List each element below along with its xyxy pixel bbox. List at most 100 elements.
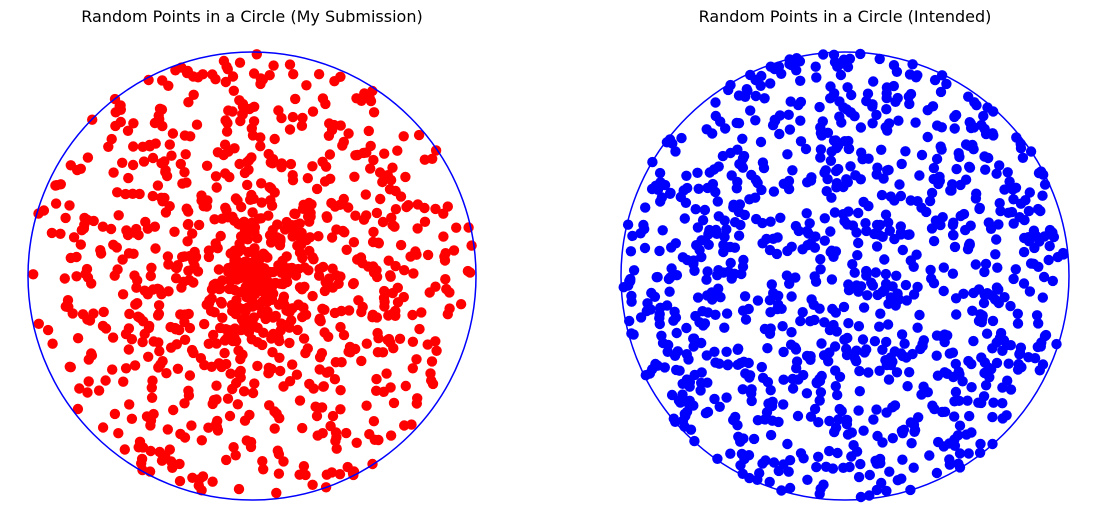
scatter-point bbox=[284, 124, 296, 135]
scatter-point bbox=[290, 208, 301, 220]
scatter-point bbox=[296, 120, 308, 131]
scatter-point bbox=[276, 318, 287, 329]
scatter-point bbox=[201, 160, 213, 171]
scatter-point bbox=[350, 150, 361, 161]
scatter-point bbox=[936, 122, 947, 133]
scatter-point bbox=[855, 458, 866, 470]
boundary-circle bbox=[27, 51, 477, 501]
scatter-point bbox=[249, 101, 260, 113]
scatter-point bbox=[706, 287, 717, 298]
scatter-point bbox=[350, 210, 361, 221]
scatter-point bbox=[297, 112, 308, 124]
scatter-point bbox=[278, 381, 289, 392]
scatter-point bbox=[622, 219, 634, 230]
scatter-point bbox=[179, 167, 190, 178]
scatter-point bbox=[321, 469, 332, 480]
scatter-point bbox=[676, 132, 687, 144]
scatter-point bbox=[122, 229, 134, 241]
scatter-point bbox=[893, 294, 905, 305]
scatter-point bbox=[296, 284, 308, 295]
scatter-point bbox=[203, 338, 214, 349]
scatter-point bbox=[640, 202, 651, 213]
scatter-point bbox=[937, 406, 948, 418]
scatter-point bbox=[363, 261, 374, 272]
scatter-point bbox=[897, 454, 908, 465]
scatter-point bbox=[991, 282, 1003, 293]
scatter-point bbox=[264, 400, 275, 411]
scatter-point bbox=[707, 128, 718, 139]
scatter-point bbox=[233, 483, 245, 495]
scatter-point bbox=[221, 358, 232, 370]
scatter-point bbox=[739, 209, 750, 221]
scatter-point bbox=[329, 307, 341, 319]
scatter-point bbox=[908, 289, 920, 300]
scatter-point bbox=[926, 223, 938, 234]
scatter-point bbox=[904, 367, 915, 378]
scatter-point bbox=[117, 254, 128, 265]
scatter-point bbox=[1058, 249, 1069, 260]
scatter-point bbox=[294, 218, 305, 229]
scatter-point bbox=[67, 308, 78, 319]
scatter-point bbox=[184, 250, 195, 262]
scatter-series bbox=[618, 48, 1069, 503]
scatter-point bbox=[268, 60, 279, 71]
scatter-point bbox=[234, 219, 245, 230]
scatter-point bbox=[1037, 190, 1048, 201]
scatter-point bbox=[861, 225, 872, 237]
scatter-point bbox=[806, 172, 817, 183]
scatter-point bbox=[440, 248, 451, 259]
scatter-point bbox=[949, 123, 960, 134]
scatter-point bbox=[844, 53, 856, 64]
scatter-point bbox=[1034, 236, 1045, 247]
scatter-point bbox=[819, 213, 830, 224]
scatter-point bbox=[830, 307, 841, 318]
scatter-point bbox=[235, 231, 247, 242]
scatter-point bbox=[681, 170, 692, 181]
scatter-point bbox=[235, 286, 246, 298]
scatter-point bbox=[1006, 206, 1018, 218]
scatter-point bbox=[898, 424, 910, 435]
scatter-point bbox=[167, 128, 179, 139]
scatter-point bbox=[130, 299, 141, 310]
scatter-point bbox=[994, 332, 1006, 344]
scatter-point bbox=[879, 254, 890, 265]
scatter-point bbox=[221, 126, 233, 137]
scatter-point bbox=[154, 346, 165, 357]
scatter-point bbox=[153, 308, 165, 320]
scatter-point bbox=[674, 365, 685, 376]
scatter-point bbox=[733, 90, 745, 101]
scatter-point bbox=[150, 138, 161, 149]
scatter-point bbox=[951, 163, 962, 175]
scatter-point bbox=[215, 322, 226, 334]
scatter-point bbox=[1028, 225, 1040, 236]
scatter-point bbox=[1018, 246, 1030, 258]
scatter-point bbox=[455, 299, 467, 310]
scatter-point bbox=[980, 164, 991, 175]
scatter-point bbox=[889, 233, 900, 245]
scatter-point bbox=[922, 105, 933, 116]
scatter-point bbox=[732, 359, 743, 370]
scatter-point bbox=[120, 363, 132, 374]
scatter-point bbox=[307, 161, 318, 172]
scatter-point bbox=[833, 140, 844, 151]
scatter-point bbox=[311, 183, 323, 195]
scatter-point bbox=[356, 355, 367, 367]
plot-area bbox=[618, 48, 1070, 503]
scatter-point bbox=[220, 115, 231, 126]
scatter-point bbox=[143, 74, 154, 86]
scatter-point bbox=[684, 395, 695, 406]
scatter-point bbox=[378, 292, 390, 304]
scatter-point bbox=[399, 420, 410, 431]
scatter-point bbox=[745, 105, 756, 116]
scatter-point bbox=[143, 322, 155, 334]
scatter-point bbox=[50, 180, 61, 191]
scatter-point bbox=[736, 448, 748, 460]
scatter-point bbox=[411, 354, 422, 365]
scatter-point bbox=[991, 357, 1003, 369]
scatter-point bbox=[695, 385, 706, 396]
scatter-point bbox=[651, 272, 662, 283]
scatter-point bbox=[339, 227, 350, 238]
scatter-point bbox=[883, 374, 895, 385]
scatter-point bbox=[425, 368, 436, 379]
scatter-point bbox=[824, 415, 835, 427]
